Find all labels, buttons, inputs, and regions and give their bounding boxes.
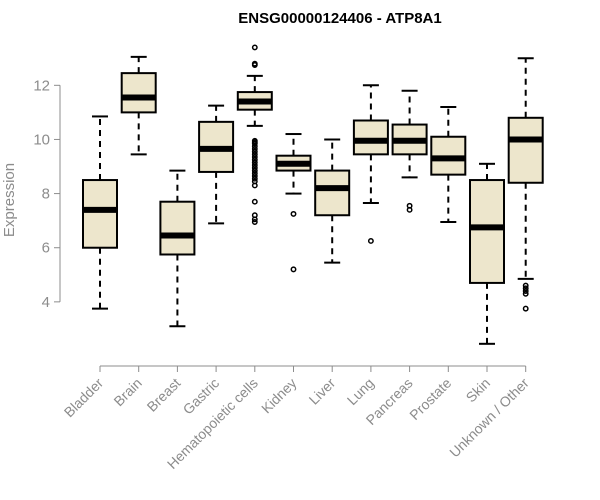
box-group [159,169,196,328]
x-tick-label: Bladder [61,375,107,421]
outlier-point [251,148,258,155]
outlier-point [251,170,258,177]
box-group [120,55,157,156]
x-tick-label: Lung [344,375,377,408]
x-tick-label: Brain [110,375,144,409]
box-series [82,44,544,345]
outlier-point [251,143,258,150]
y-axis: 4 6 8 10 12 [33,77,61,311]
y-tick-label: 8 [42,186,50,203]
outlier-point [251,156,258,163]
outlier-point [251,216,258,223]
outlier-point [367,238,374,244]
x-tick-label: Liver [306,375,339,408]
y-tick-label: 6 [42,240,50,257]
x-tick-label: Prostate [406,375,454,423]
y-axis-label: Expression [1,163,18,237]
outlier-point [406,206,413,213]
box-iqr [314,169,351,217]
outlier-point [251,173,258,179]
box-iqr [469,179,505,284]
outlier-point [251,164,258,171]
y-tick-label: 4 [42,294,50,311]
box-group [352,84,389,244]
box-group [314,138,351,264]
outlier-point [251,145,258,152]
outlier-point [251,140,258,147]
outlier-point [522,285,529,292]
outlier-point [251,182,258,189]
outlier-point [251,162,258,169]
outlier-point [251,154,258,160]
box-iqr [120,72,157,114]
x-tick-label: Skin [463,375,494,406]
box-group [507,57,544,312]
box-group [82,115,118,310]
outlier-point [251,159,258,166]
outlier-point [251,198,258,205]
outlier-point [522,282,529,289]
outlier-point [522,288,529,294]
box-iqr [352,119,389,156]
x-tick-label: Kidney [258,375,300,417]
box-group [469,162,505,345]
box-group [391,89,428,213]
outlier-point [251,62,258,68]
box-group [275,133,312,273]
box-group [430,105,467,224]
outlier-point [251,151,258,158]
outlier-point [522,305,529,312]
chart-title: ENSG00000124406 - ATP8A1 [238,10,441,27]
outlier-point [251,175,258,182]
box-iqr [82,179,118,249]
outlier-point [522,290,529,297]
outlier-point [251,44,258,51]
outlier-point [290,266,297,273]
outlier-point [251,219,258,225]
outlier-point [290,210,297,217]
box-iqr [159,200,196,256]
y-tick-label: 12 [33,77,50,94]
box-group [198,104,235,225]
box-group [236,44,273,225]
x-tick-label: Breast [144,375,184,415]
box-iqr [507,116,544,184]
y-tick-label: 10 [33,131,50,148]
outlier-point [251,167,258,174]
